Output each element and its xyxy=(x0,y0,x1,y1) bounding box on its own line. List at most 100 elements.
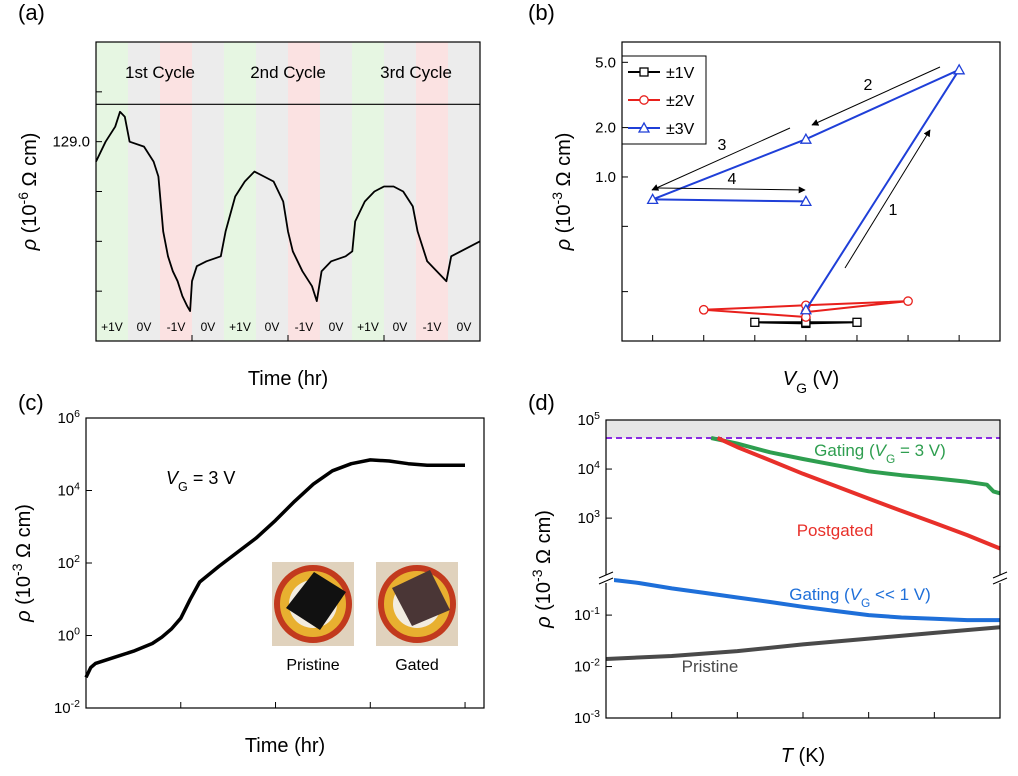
marker xyxy=(698,304,709,315)
voltage-band xyxy=(384,42,416,341)
voltage-band xyxy=(223,42,257,341)
marker xyxy=(646,193,659,205)
voltage-band xyxy=(448,42,480,341)
cycle-label: 2nd Cycle xyxy=(250,63,326,82)
y-axis-label: ρ (10-3 Ω cm) xyxy=(549,133,575,252)
y-tick-label: 104 xyxy=(57,481,80,500)
voltage-band xyxy=(256,42,288,341)
y-tick-label: 10-1 xyxy=(574,605,600,624)
cycle-label: 1st Cycle xyxy=(125,63,195,82)
voltage-band xyxy=(127,42,161,341)
legend-marker xyxy=(637,121,651,133)
y-tick-label: 129.0 xyxy=(52,134,90,151)
annotation: 3 xyxy=(718,137,727,154)
data-line xyxy=(95,110,481,312)
y-tick-label: 2.0 xyxy=(595,120,616,137)
marker xyxy=(852,317,862,327)
axis-break xyxy=(598,577,614,585)
y-tick-label: 10-3 xyxy=(574,708,600,727)
x-axis-label: Time (hr) xyxy=(248,368,328,390)
band-label: 0V xyxy=(329,320,344,334)
voltage-band xyxy=(319,42,353,341)
y-tick-label: 5.0 xyxy=(595,54,616,71)
panel-label: (c) xyxy=(18,390,44,415)
series-label: Pristine xyxy=(682,657,739,676)
annotation: VG = 3 V xyxy=(166,468,235,494)
band-label: -1V xyxy=(423,320,442,334)
band-label: 0V xyxy=(393,320,408,334)
series-line xyxy=(716,436,1001,551)
y-axis-label: ρ (10-6 Ω cm) xyxy=(15,133,41,252)
saturation-region xyxy=(606,420,1000,438)
marker xyxy=(750,317,760,327)
marker xyxy=(799,195,812,207)
y-tick-label: 105 xyxy=(577,410,600,429)
legend-marker xyxy=(639,95,649,105)
band-label: 0V xyxy=(457,320,472,334)
annotation-arrow xyxy=(811,66,941,126)
annotation: 2 xyxy=(864,77,873,94)
sample xyxy=(392,570,450,626)
series-label: Postgated xyxy=(797,521,874,540)
plot-frame xyxy=(621,41,1001,342)
marker xyxy=(799,303,812,315)
inset-label: Pristine xyxy=(286,657,339,674)
series-line xyxy=(605,577,1000,623)
voltage-band xyxy=(415,42,449,341)
band-label: +1V xyxy=(357,320,379,334)
legend-label: ±3V xyxy=(666,121,695,138)
y-tick-label: 10-2 xyxy=(574,657,600,676)
axis-break xyxy=(992,571,1008,579)
annotation: 4 xyxy=(728,171,737,188)
cycle-label: 3rd Cycle xyxy=(380,63,452,82)
panel-label: (d) xyxy=(528,390,555,415)
voltage-band xyxy=(160,42,192,341)
panel-label: (b) xyxy=(528,0,555,25)
y-tick-label: 102 xyxy=(57,553,80,572)
y-tick-label: 104 xyxy=(577,459,600,478)
band-label: 0V xyxy=(201,320,216,334)
axis-break xyxy=(992,577,1008,585)
band-label: -1V xyxy=(167,320,186,334)
y-tick-label: 103 xyxy=(577,508,600,527)
voltage-band xyxy=(352,42,384,341)
y-tick-label: 100 xyxy=(57,626,80,645)
sample xyxy=(286,572,346,630)
band-label: 0V xyxy=(265,320,280,334)
series-label: Gating (VG = 3 V) xyxy=(814,441,946,466)
band-label: +1V xyxy=(101,320,123,334)
panel-label: (a) xyxy=(18,0,45,25)
legend-label: ±2V xyxy=(666,93,695,110)
voltage-band xyxy=(288,42,320,341)
data-line xyxy=(84,458,465,679)
annotation: 1 xyxy=(889,202,898,219)
series-line xyxy=(710,436,1001,496)
annotation-arrow xyxy=(844,129,931,269)
x-axis-label: T (K) xyxy=(781,745,825,767)
y-axis-label: ρ (10-3 Ω cm) xyxy=(529,510,555,629)
series-label: Gating (VG << 1 V) xyxy=(789,585,931,610)
annotation-arrow xyxy=(651,127,791,191)
legend-marker xyxy=(639,67,649,77)
y-tick-label: 106 xyxy=(57,408,80,427)
band-label: -1V xyxy=(295,320,314,334)
inset-label: Gated xyxy=(395,657,439,674)
marker xyxy=(903,296,913,306)
x-axis-label: VG (V) xyxy=(783,368,839,396)
x-axis-label: Time (hr) xyxy=(245,735,325,757)
annotation-arrow xyxy=(657,186,806,194)
y-axis-label: ρ (10-3 Ω cm) xyxy=(9,504,35,623)
plot-frame xyxy=(605,419,1001,719)
axis-break xyxy=(598,571,614,579)
series-line xyxy=(605,625,1001,661)
voltage-band xyxy=(192,42,224,341)
marker xyxy=(953,63,966,75)
y-tick-label: 1.0 xyxy=(595,169,616,186)
axis-break-gap xyxy=(992,575,1008,583)
band-label: 0V xyxy=(137,320,152,334)
marker xyxy=(799,132,812,144)
legend-label: ±1V xyxy=(666,65,695,82)
axis-break-gap xyxy=(598,575,614,583)
band-label: +1V xyxy=(229,320,251,334)
